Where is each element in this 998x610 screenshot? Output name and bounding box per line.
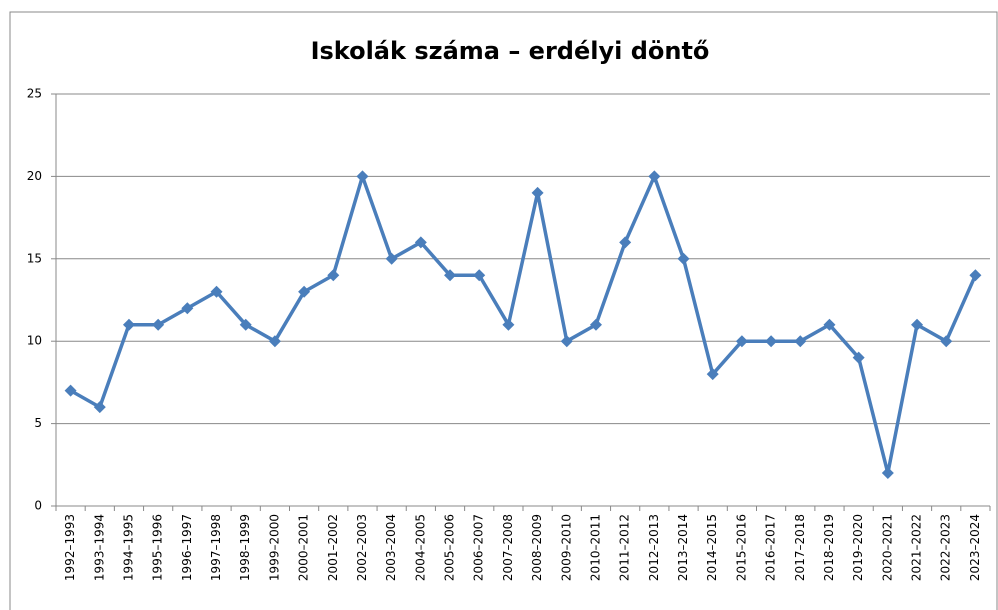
x-tick-label: 2012–2013 xyxy=(647,514,661,581)
x-tick-label: 2006–2007 xyxy=(472,514,486,581)
x-tick-label: 2000–2001 xyxy=(297,514,311,581)
marker xyxy=(210,285,223,298)
chart-title: Iskolák száma – erdélyi döntő xyxy=(311,37,710,65)
marker xyxy=(502,318,515,331)
marker xyxy=(619,236,632,249)
y-tick-label: 5 xyxy=(34,416,42,430)
marker xyxy=(560,335,573,348)
y-tick-label: 10 xyxy=(27,334,42,348)
marker xyxy=(911,318,924,331)
marker xyxy=(356,170,369,183)
x-tick-label: 2019–2020 xyxy=(851,514,865,581)
x-tick-label: 2020–2021 xyxy=(880,514,894,581)
x-tick-label: 2017–2018 xyxy=(793,514,807,581)
x-tick-label: 1995–1996 xyxy=(151,514,165,581)
marker xyxy=(122,318,135,331)
marker xyxy=(298,285,311,298)
marker xyxy=(64,384,77,397)
x-tick-label: 2023–2024 xyxy=(968,514,982,581)
x-tick-label: 1993–1994 xyxy=(92,514,106,581)
marker xyxy=(881,467,894,480)
x-tick-label: 2021–2022 xyxy=(910,514,924,581)
x-tick-label: 2002–2003 xyxy=(355,514,369,581)
marker xyxy=(706,368,719,381)
chart-frame xyxy=(9,11,998,610)
x-tick-label: 2007–2008 xyxy=(501,514,515,581)
marker xyxy=(765,335,778,348)
x-tick-label: 2010–2011 xyxy=(588,514,602,581)
x-tick-label: 2005–2006 xyxy=(443,514,457,581)
x-tick-label: 1997–1998 xyxy=(209,514,223,581)
x-tick-label: 2018–2019 xyxy=(822,514,836,581)
marker xyxy=(268,335,281,348)
x-tick-label: 1996–1997 xyxy=(180,514,194,581)
marker xyxy=(473,269,486,282)
x-tick-label: 2003–2004 xyxy=(384,514,398,581)
marker xyxy=(239,318,252,331)
x-tick-label: 2004–2005 xyxy=(413,514,427,581)
x-tick-label: 1999–2000 xyxy=(267,514,281,581)
marker xyxy=(152,318,165,331)
y-tick-label: 0 xyxy=(34,499,42,513)
x-tick-label: 2015–2016 xyxy=(734,514,748,581)
marker xyxy=(852,351,865,364)
line xyxy=(69,174,978,475)
marker xyxy=(444,269,457,282)
marker xyxy=(414,236,427,249)
marker xyxy=(327,269,340,282)
marker xyxy=(735,335,748,348)
marker xyxy=(969,269,982,282)
x-tick-label: 2011–2012 xyxy=(618,514,632,581)
x-tick-label: 2013–2014 xyxy=(676,514,690,581)
marker xyxy=(589,318,602,331)
marker xyxy=(794,335,807,348)
x-tick-label: 1994–1995 xyxy=(121,514,135,581)
x-tick-label: 1998–1999 xyxy=(238,514,252,581)
y-tick-label: 20 xyxy=(27,169,42,183)
y-tick-label: 15 xyxy=(27,251,42,265)
marker xyxy=(531,186,544,199)
x-tick-label: 1992–1993 xyxy=(63,514,77,581)
marker xyxy=(93,401,106,414)
marker xyxy=(940,335,953,348)
y-tick-label: 25 xyxy=(27,87,42,101)
marker xyxy=(823,318,836,331)
x-tick-label: 2022–2023 xyxy=(939,514,953,581)
marker xyxy=(677,252,690,265)
marker xyxy=(648,170,661,183)
x-tick-label: 2008–2009 xyxy=(530,514,544,581)
x-tick-label: 2014–2015 xyxy=(705,514,719,581)
x-tick-label: 2009–2010 xyxy=(559,514,573,581)
marker xyxy=(181,302,194,315)
marker xyxy=(385,252,398,265)
x-tick-label: 2001–2002 xyxy=(326,514,340,581)
x-tick-label: 2016–2017 xyxy=(764,514,778,581)
